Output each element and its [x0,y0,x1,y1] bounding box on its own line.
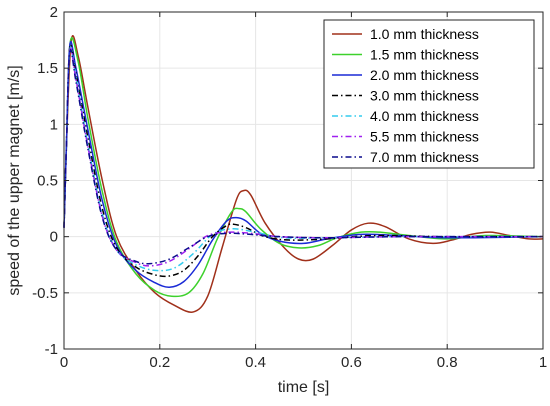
legend-entry-1: 1.0 mm thickness [370,26,479,42]
x-axis-title: time [s] [278,379,330,396]
y-tick-label: 0 [50,229,58,246]
legend-entry-4: 3.0 mm thickness [370,88,479,104]
legend-entry-3: 2.0 mm thickness [370,67,479,83]
x-tick-label: 0.2 [149,354,170,371]
ticks [63,11,544,350]
y-tick-label: -1 [45,341,58,358]
series-line-6 [63,47,544,267]
y-tick-label: -0.5 [32,285,58,302]
legend: 1.0 mm thickness 1.5 mm thickness 2.0 mm t… [323,19,535,169]
y-tick-label: 1.5 [37,60,58,77]
y-tick-label: 0.5 [37,173,58,190]
x-tick-label: 0.8 [437,354,458,371]
y-tick-label: 1 [50,116,58,133]
y-tick-label: 2 [50,4,58,21]
tick-labels: 0 0.2 0.4 0.6 0.8 1 -1 -0.5 0 0.5 1 1.5 2 [32,4,547,371]
x-tick-label: 0.6 [341,354,362,371]
series-layer [63,35,544,313]
legend-entry-5: 4.0 mm thickness [370,108,479,124]
legend-box [323,19,535,169]
series-line-4 [63,43,544,278]
x-tick-label: 0 [60,354,68,371]
series-line-2 [63,37,544,298]
legend-entry-2: 1.5 mm thickness [370,47,479,63]
legend-entry-6: 5.5 mm thickness [370,129,479,145]
series-line-1 [63,35,544,313]
x-tick-label: 0.4 [245,354,266,371]
x-tick-label: 1 [539,354,547,371]
legend-entry-7: 7.0 mm thickness [370,149,479,165]
y-axis-title: speed of the upper magnet [m/s] [6,65,23,295]
